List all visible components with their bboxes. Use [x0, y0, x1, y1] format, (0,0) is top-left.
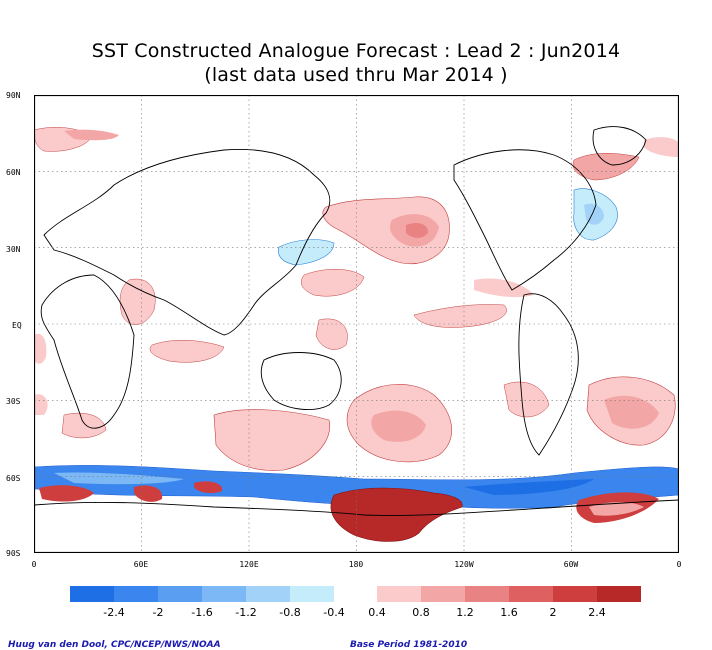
colorbar-label-6: 0.4	[368, 606, 386, 619]
colorbar-swatch-positive-5	[597, 586, 641, 602]
anomaly-shading	[34, 127, 679, 542]
chart-subtitle: (last data used thru Mar 2014 )	[204, 64, 508, 86]
lat-label-90n: 90N	[6, 91, 21, 100]
lon-label-0: 0	[31, 560, 37, 569]
lon-label-0-right: 0	[676, 560, 682, 569]
colorbar-swatch-positive-1	[421, 586, 465, 602]
map-frame	[34, 95, 679, 553]
colorbar-swatch-positive-4	[553, 586, 597, 602]
warm-patch-north-pacific	[322, 196, 450, 265]
cold-patch-kuroshio	[278, 239, 335, 266]
south-america-coast	[518, 293, 579, 456]
lat-label-eq: EQ	[12, 321, 22, 330]
colorbar-label-1: -2	[152, 606, 164, 619]
antarctica-coast	[34, 499, 679, 516]
colorbar-label-3: -1.2	[235, 606, 257, 619]
africa-coast	[40, 274, 135, 429]
colorbar-swatch-positive-2	[465, 586, 509, 602]
lon-label-180: 180	[348, 560, 364, 569]
lon-label-60e: 60E	[133, 560, 149, 569]
sst-anomaly-map	[34, 95, 679, 553]
colorbar-swatch-positive-0	[377, 586, 421, 602]
colorbar-swatch-positive-3	[509, 586, 553, 602]
lon-label-120w: 120W	[454, 560, 474, 569]
lat-label-60n: 60N	[6, 168, 21, 177]
colorbar-label-2: -1.6	[191, 606, 213, 619]
warm-patch-ross-sea	[330, 487, 463, 542]
base-period-text: Base Period 1981-2010	[350, 640, 468, 650]
greenland-coast	[592, 126, 647, 166]
chart-title: SST Constructed Analogue Forecast : Lead…	[91, 40, 621, 62]
colorbar-label-5: -0.4	[323, 606, 345, 619]
colorbar-swatch-negative-5	[290, 586, 334, 602]
colorbar-label-7: 0.8	[412, 606, 430, 619]
colorbar-label-0: -2.4	[103, 606, 125, 619]
australia-coast	[260, 352, 342, 411]
credit-text: Huug van den Dool, CPC/NCEP/NWS/NOAA	[8, 640, 221, 650]
colorbar-swatch-negative-2	[158, 586, 202, 602]
lat-label-60s: 60S	[6, 474, 21, 483]
north-america-coast	[453, 149, 597, 291]
colorbar-swatch-negative-0	[70, 586, 114, 602]
lat-label-90s: 90S	[6, 549, 21, 558]
lon-label-60w: 60W	[563, 560, 579, 569]
colorbar-swatch-negative-4	[246, 586, 290, 602]
colorbar-swatch-negative-1	[114, 586, 158, 602]
colorbar-label-8: 1.2	[456, 606, 474, 619]
colorbar-swatch-negative-3	[202, 586, 246, 602]
colorbar-label-10: 2	[549, 606, 557, 619]
coastlines	[34, 126, 679, 516]
lat-label-30n: 30N	[6, 245, 21, 254]
europe-asia-coast	[43, 148, 331, 336]
lon-label-120e: 120E	[239, 560, 259, 569]
colorbar-label-4: -0.8	[279, 606, 301, 619]
lat-label-30s: 30S	[6, 397, 21, 406]
colorbar-label-9: 1.6	[500, 606, 518, 619]
colorbar-label-11: 2.4	[588, 606, 606, 619]
